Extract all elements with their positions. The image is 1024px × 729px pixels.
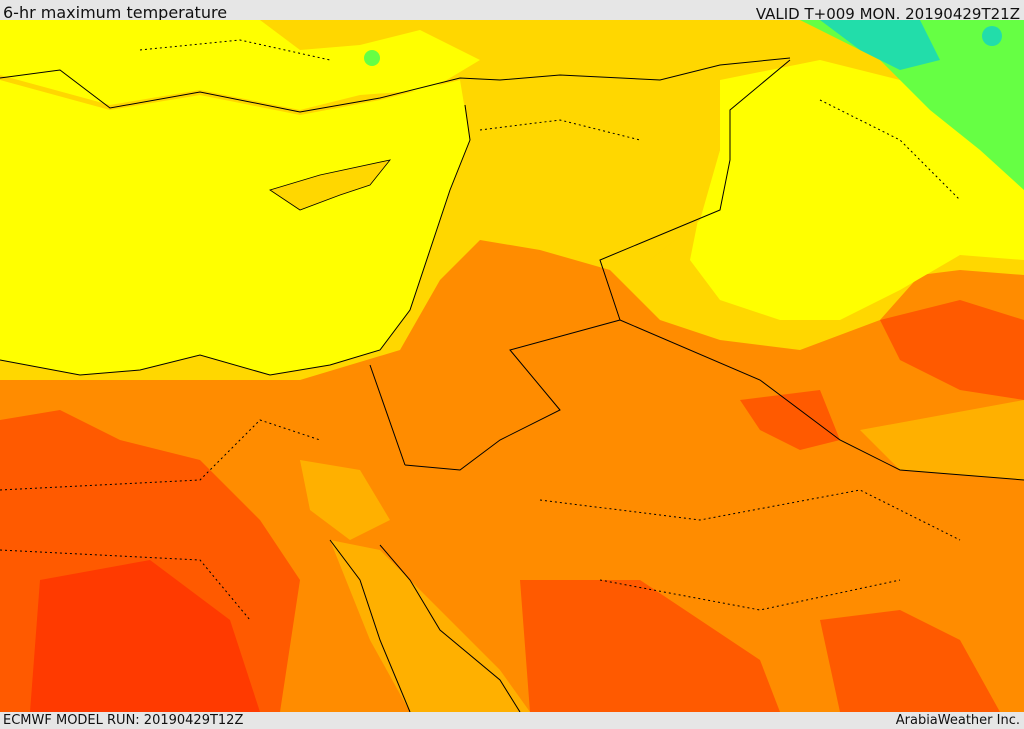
iran-hot	[880, 300, 1024, 400]
turkey-yellow	[0, 20, 480, 110]
egypt-hotter	[30, 560, 260, 712]
cyprus	[269, 159, 392, 211]
ne-green	[800, 20, 1024, 190]
valid-time: VALID T+009 MON. 20190429T21Z	[755, 5, 1020, 23]
credit: ArabiaWeather Inc.	[895, 713, 1020, 728]
footer-bar: ECMWF MODEL RUN: 20190429T12Z ArabiaWeat…	[0, 712, 1024, 729]
gulf-light-orange	[860, 400, 1024, 480]
header-bar: 6-hr maximum temperature VALID T+009 MON…	[0, 0, 1024, 23]
country-borders	[0, 57, 1024, 712]
saudi-hot	[740, 390, 840, 450]
map-title: 6-hr maximum temperature	[3, 3, 228, 22]
hejaz-hot	[520, 580, 780, 712]
sinai-light	[300, 460, 390, 540]
ne-cyan-spot	[982, 26, 1002, 46]
red-sea	[330, 540, 530, 712]
arabia-hot	[820, 610, 1000, 712]
model-run: ECMWF MODEL RUN: 20190429T12Z	[3, 713, 244, 728]
turkey-green-spot	[364, 50, 380, 66]
mediterranean-sea	[0, 80, 470, 375]
syria-light	[560, 90, 720, 260]
map-canvas	[0, 20, 1024, 712]
temperature-map[interactable]	[0, 20, 1024, 712]
iraq-yellow	[690, 60, 1024, 320]
province-borders	[0, 39, 961, 621]
ne-cyan	[820, 20, 940, 70]
